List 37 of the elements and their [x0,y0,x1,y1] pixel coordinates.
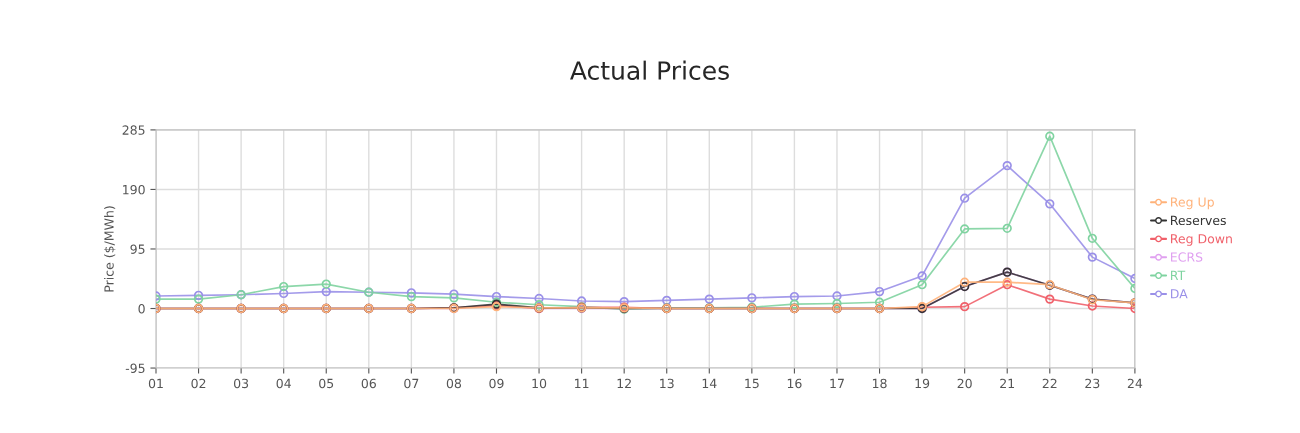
x-tick-label: 12 [617,378,631,388]
x-tick-label: 15 [745,378,759,389]
x-tick-label: 14 [702,378,717,388]
x-tick-label: 24 [1127,378,1143,388]
y-tick-label: 285 [122,125,145,135]
legend-label: Reg Down [1171,234,1232,246]
x-tick-label: 17 [830,378,844,388]
legend-label: ECRS [1171,252,1203,262]
legend-label: DA [1171,289,1188,299]
legend-label: RT [1171,270,1186,280]
x-tick-label: 05 [319,378,334,389]
x-tick-label: 21 [1000,378,1015,388]
chart-title: Actual Prices [570,60,729,80]
x-tick-label: 19 [915,378,930,389]
x-tick-label: 03 [233,378,249,389]
x-tick-label: 16 [787,378,802,389]
y-tick-label: 0 [138,303,145,314]
x-tick-label: 18 [872,378,887,389]
y-tick-label: 190 [123,184,145,195]
x-tick-label: 06 [361,378,376,389]
x-tick-label: 11 [575,378,589,388]
legend-label: Reserves [1171,215,1226,226]
y-tick-label: -95 [125,363,145,373]
y-tick-label: 95 [130,244,145,254]
x-tick-label: 08 [446,378,462,389]
y-axis-title: Price ($/MWh) [104,206,116,292]
x-tick-label: 13 [660,378,674,389]
x-tick-label: 22 [1042,378,1057,388]
x-tick-label: 23 [1085,378,1100,389]
x-tick-label: 01 [148,378,163,389]
x-tick-label: 10 [532,378,547,389]
x-tick-label: 07 [404,378,419,389]
x-tick-label: 04 [276,378,291,389]
x-tick-label: 09 [489,378,504,389]
legend-label: Reg Up [1171,197,1214,210]
x-tick-label: 02 [191,378,206,389]
x-tick-label: 20 [957,378,972,389]
